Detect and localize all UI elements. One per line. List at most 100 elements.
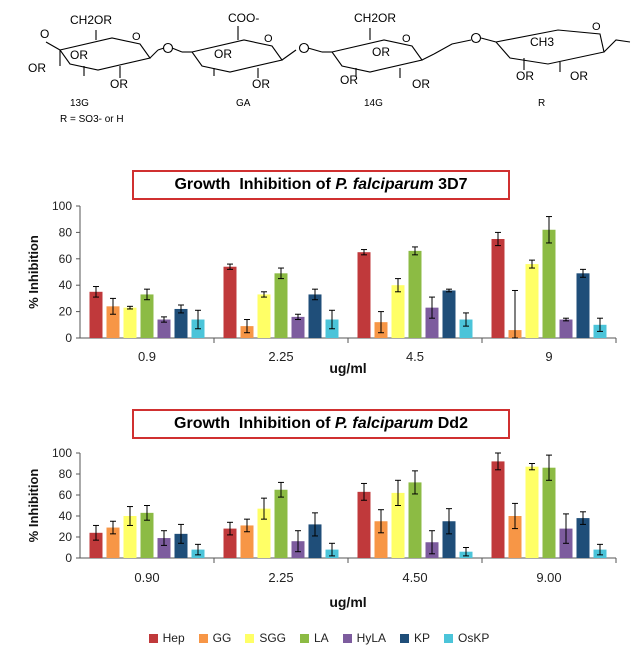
bar-hep-9.00 <box>491 461 505 558</box>
title-prefix: Growth Inhibition of <box>174 176 336 193</box>
bar-kp-2.25 <box>308 294 322 338</box>
bar-oskp-4.5 <box>459 319 473 338</box>
bar-la-2.25 <box>274 273 288 338</box>
x-tick-label: 2.25 <box>268 349 293 364</box>
or-label: OR <box>516 69 534 83</box>
legend-swatch <box>299 633 309 643</box>
title-strain: 3D7 <box>433 176 468 193</box>
bar-la-9.00 <box>542 467 556 558</box>
bar-sgg-0.9 <box>123 307 137 338</box>
substituent-ga: COO- <box>228 11 259 25</box>
bar-la-4.5 <box>408 250 422 338</box>
bar-sgg-2.25 <box>257 508 271 558</box>
bar-sgg-9 <box>525 264 539 338</box>
bar-gg-0.9 <box>106 306 120 338</box>
bar-kp-0.90 <box>174 533 188 558</box>
legend-label: SGG <box>259 631 286 645</box>
x-tick-label: 2.25 <box>268 570 293 585</box>
y-tick-label: 80 <box>59 225 73 239</box>
legend-item-kp: KP <box>400 631 430 645</box>
or-label: OR <box>110 77 128 91</box>
x-tick-label: 4.5 <box>406 349 424 364</box>
y-tick-label: 100 <box>52 446 72 460</box>
or-label: O <box>40 27 49 41</box>
svg-text:O: O <box>402 33 411 45</box>
unit-label-ga: GA <box>236 98 251 109</box>
bar-sgg-4.50 <box>391 492 405 558</box>
bar-gg-2.25 <box>240 525 254 558</box>
legend-swatch <box>400 633 410 643</box>
or-label: OR <box>570 69 588 83</box>
bar-hep-4.5 <box>357 252 371 338</box>
legend: Hep GG SGG LA HyLA KP OsKP <box>0 628 638 648</box>
y-tick-label: 80 <box>59 467 73 481</box>
bar-sgg-4.5 <box>391 285 405 338</box>
or-label: OR <box>28 61 46 75</box>
bar-hep-4.50 <box>357 491 371 558</box>
svg-text:O: O <box>592 21 601 33</box>
x-tick-label: 9.00 <box>536 570 561 585</box>
bar-sgg-2.25 <box>257 294 271 338</box>
bar-la-0.9 <box>140 294 154 338</box>
legend-swatch <box>342 633 352 643</box>
y-tick-label: 100 <box>52 199 72 213</box>
bar-la-4.50 <box>408 482 422 558</box>
y-tick-label: 40 <box>59 278 73 292</box>
legend-swatch <box>198 633 208 643</box>
bar-hyla-4.5 <box>425 307 439 338</box>
or-label: OR <box>372 45 390 59</box>
bar-chart-dd2: 0 20 40 60 80 100 % Inhibition 0.90 2.25 4.50 9.00… <box>26 446 617 610</box>
or-label: OR <box>252 77 270 91</box>
bar-gg-0.90 <box>106 527 120 558</box>
legend-label: GG <box>212 631 232 645</box>
chemical-structure: CH2OR COO- CH2OR CH3 O O O O O OR OR OR … <box>28 11 631 125</box>
legend-swatch <box>148 633 158 643</box>
x-tick-label: 9 <box>545 349 552 364</box>
y-tick-label: 40 <box>59 509 73 523</box>
bar-la-2.25 <box>274 489 288 558</box>
r-definition: R = SO3- or H <box>60 114 124 125</box>
chart-title-3d7: Growth Inhibition of P. falciparum 3D7 <box>132 170 510 200</box>
legend-item-gg: GG <box>198 631 232 645</box>
bar-hyla-2.25 <box>291 316 305 338</box>
or-label: OR <box>340 73 358 87</box>
bar-hyla-0.90 <box>157 538 171 558</box>
y-tick-label: 60 <box>59 252 73 266</box>
y-tick-label: 0 <box>65 551 72 565</box>
x-tick-label: 0.9 <box>138 349 156 364</box>
legend-swatch <box>444 633 454 643</box>
bar-sgg-0.90 <box>123 516 137 558</box>
bar-hep-0.9 <box>89 291 103 338</box>
legend-label: Hep <box>162 631 185 645</box>
legend-item-la: LA <box>299 631 329 645</box>
legend-item-hep: Hep <box>148 631 185 645</box>
bar-hyla-9 <box>559 319 573 338</box>
unit-label-13g: 13G <box>70 98 89 109</box>
legend-item-oskp: OsKP <box>444 631 489 645</box>
title-species: P. falciparum <box>334 415 434 432</box>
legend-item-hyla: HyLA <box>342 631 386 645</box>
or-label: OR <box>214 47 232 61</box>
bar-kp-9.00 <box>576 518 590 558</box>
svg-text:O: O <box>132 31 141 43</box>
legend-swatch <box>245 633 255 643</box>
substituent-13g: CH2OR <box>70 13 112 27</box>
legend-label: KP <box>414 631 431 645</box>
bar-la-0.90 <box>140 512 154 558</box>
y-axis-label: % Inhibition <box>26 235 41 309</box>
substituent-r: CH3 <box>530 35 554 49</box>
svg-text:O: O <box>264 33 273 45</box>
bar-gg-9.00 <box>508 516 522 558</box>
or-label: OR <box>412 77 430 91</box>
bar-la-9 <box>542 229 556 338</box>
unit-label-14g: 14G <box>364 98 383 109</box>
bar-sgg-9.00 <box>525 466 539 558</box>
bar-kp-4.50 <box>442 521 456 558</box>
bar-hep-2.25 <box>223 266 237 338</box>
x-axis-label: ug/ml <box>329 360 366 376</box>
y-tick-label: 0 <box>65 331 72 345</box>
unit-label-r: R <box>538 98 545 109</box>
bar-hyla-0.9 <box>157 319 171 338</box>
title-strain: Dd2 <box>433 415 468 432</box>
legend-label: LA <box>313 631 329 645</box>
